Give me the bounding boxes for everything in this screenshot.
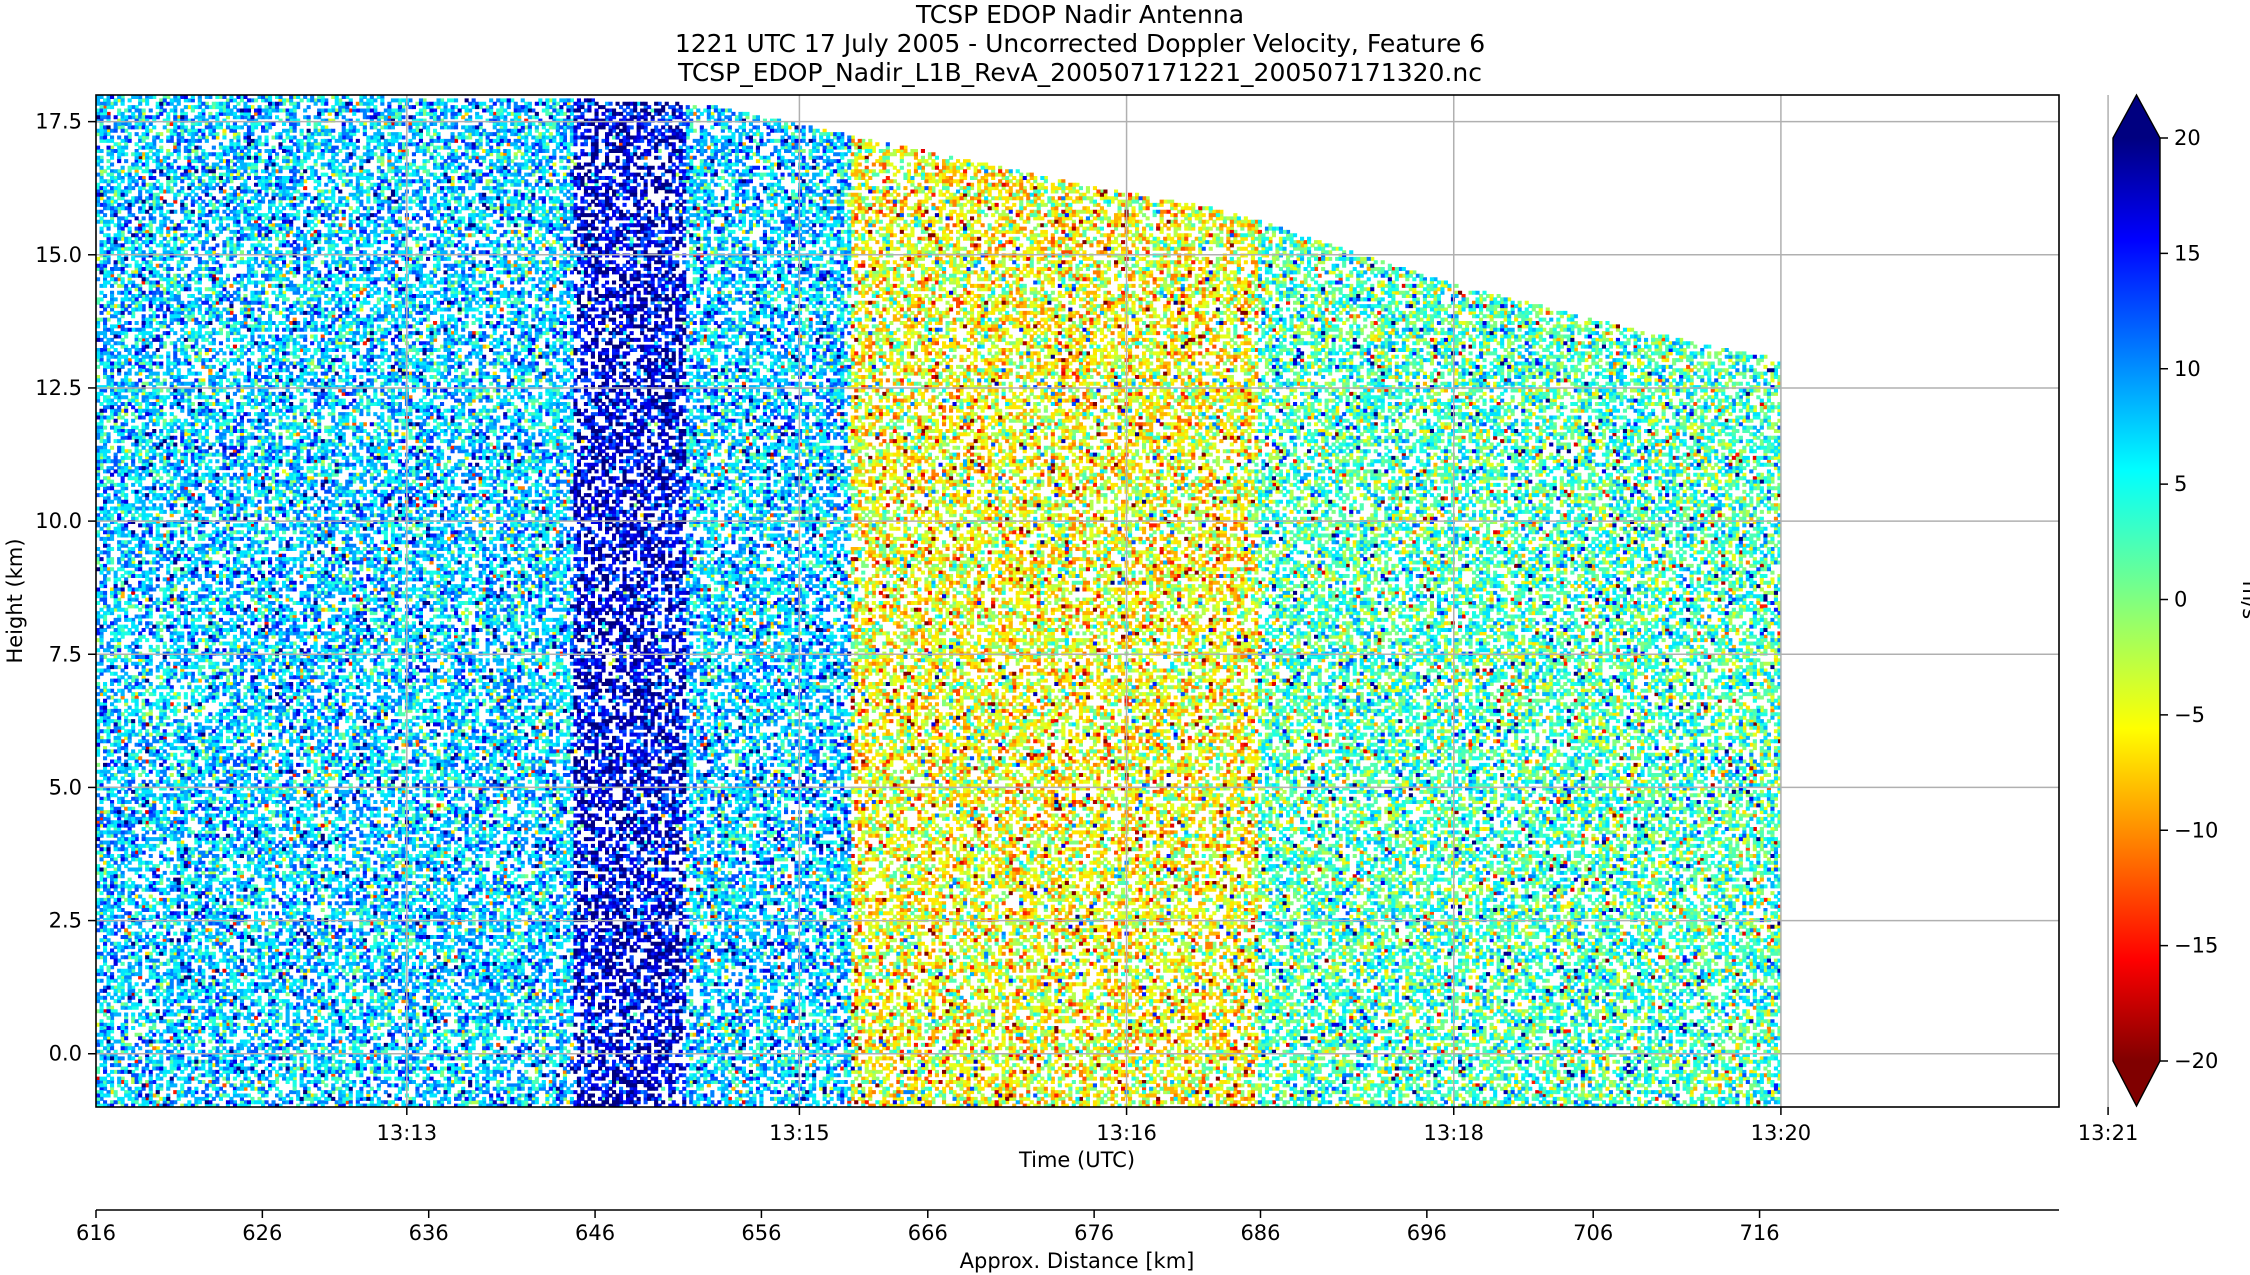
y-axis-label: Height (km) bbox=[3, 538, 27, 663]
distance-tick-label: 716 bbox=[1740, 1221, 1780, 1245]
x-axis-ticks: 13:13 13:15 13:16 13:18 13:20 13:21 bbox=[377, 1107, 2139, 1145]
y-tick-label: 17.5 bbox=[35, 110, 82, 134]
x-tick-label: 13:21 bbox=[2078, 1121, 2139, 1145]
colorbar-tick-label: 10 bbox=[2174, 357, 2201, 381]
x-tick-label: 13:13 bbox=[377, 1121, 438, 1145]
colorbar-label: m/s bbox=[2238, 581, 2250, 619]
distance-tick-label: 646 bbox=[575, 1221, 615, 1245]
velocity-heatmap bbox=[96, 95, 1782, 1108]
y-tick-label: 10.0 bbox=[35, 509, 82, 533]
distance-axis-ticks: 616 626 636 646 656 666 676 686 696 706 716 bbox=[76, 1210, 1780, 1245]
colorbar-tick-label: 0 bbox=[2174, 588, 2187, 612]
y-tick-label: 12.5 bbox=[35, 376, 82, 400]
colorbar-tick-label: −20 bbox=[2174, 1049, 2218, 1073]
distance-tick-label: 696 bbox=[1407, 1221, 1447, 1245]
distance-tick-label: 616 bbox=[76, 1221, 116, 1245]
x-tick-label: 13:18 bbox=[1423, 1121, 1484, 1145]
y-tick-label: 2.5 bbox=[49, 909, 82, 933]
distance-tick-label: 636 bbox=[409, 1221, 449, 1245]
x-axis-label: Time (UTC) bbox=[1018, 1148, 1135, 1172]
distance-tick-label: 676 bbox=[1074, 1221, 1114, 1245]
colorbar-tick-label: 5 bbox=[2174, 472, 2187, 496]
y-tick-label: 15.0 bbox=[35, 243, 82, 267]
colorbar-extend-max bbox=[2113, 95, 2160, 138]
x-tick-label: 13:15 bbox=[769, 1121, 830, 1145]
colorbar-tick-label: −5 bbox=[2174, 703, 2205, 727]
y-tick-label: 0.0 bbox=[49, 1042, 82, 1066]
colorbar-extend-min bbox=[2113, 1061, 2160, 1106]
colorbar-tick-label: −10 bbox=[2174, 818, 2218, 842]
y-tick-label: 5.0 bbox=[49, 775, 82, 799]
colorbar-ticks: −20 −15 −10 −5 0 5 10 15 20 bbox=[2160, 126, 2218, 1073]
distance-tick-label: 666 bbox=[908, 1221, 948, 1245]
colorbar-tick-label: 20 bbox=[2174, 126, 2201, 150]
colorbar-tick-label: 15 bbox=[2174, 241, 2201, 265]
colorbar: −20 −15 −10 −5 0 5 10 15 20 m/s bbox=[2113, 95, 2250, 1106]
y-tick-label: 7.5 bbox=[49, 642, 82, 666]
colorbar-gradient bbox=[2113, 138, 2160, 1061]
distance-axis-label: Approx. Distance [km] bbox=[960, 1249, 1195, 1273]
distance-tick-label: 686 bbox=[1240, 1221, 1280, 1245]
x-tick-label: 13:16 bbox=[1096, 1121, 1157, 1145]
distance-tick-label: 626 bbox=[242, 1221, 282, 1245]
x-tick-label: 13:20 bbox=[1751, 1121, 1812, 1145]
distance-tick-label: 706 bbox=[1573, 1221, 1613, 1245]
y-axis-ticks: 0.0 2.5 5.0 7.5 10.0 12.5 15.0 17.5 bbox=[35, 110, 96, 1066]
colorbar-tick-label: −15 bbox=[2174, 934, 2218, 958]
distance-tick-label: 656 bbox=[741, 1221, 781, 1245]
